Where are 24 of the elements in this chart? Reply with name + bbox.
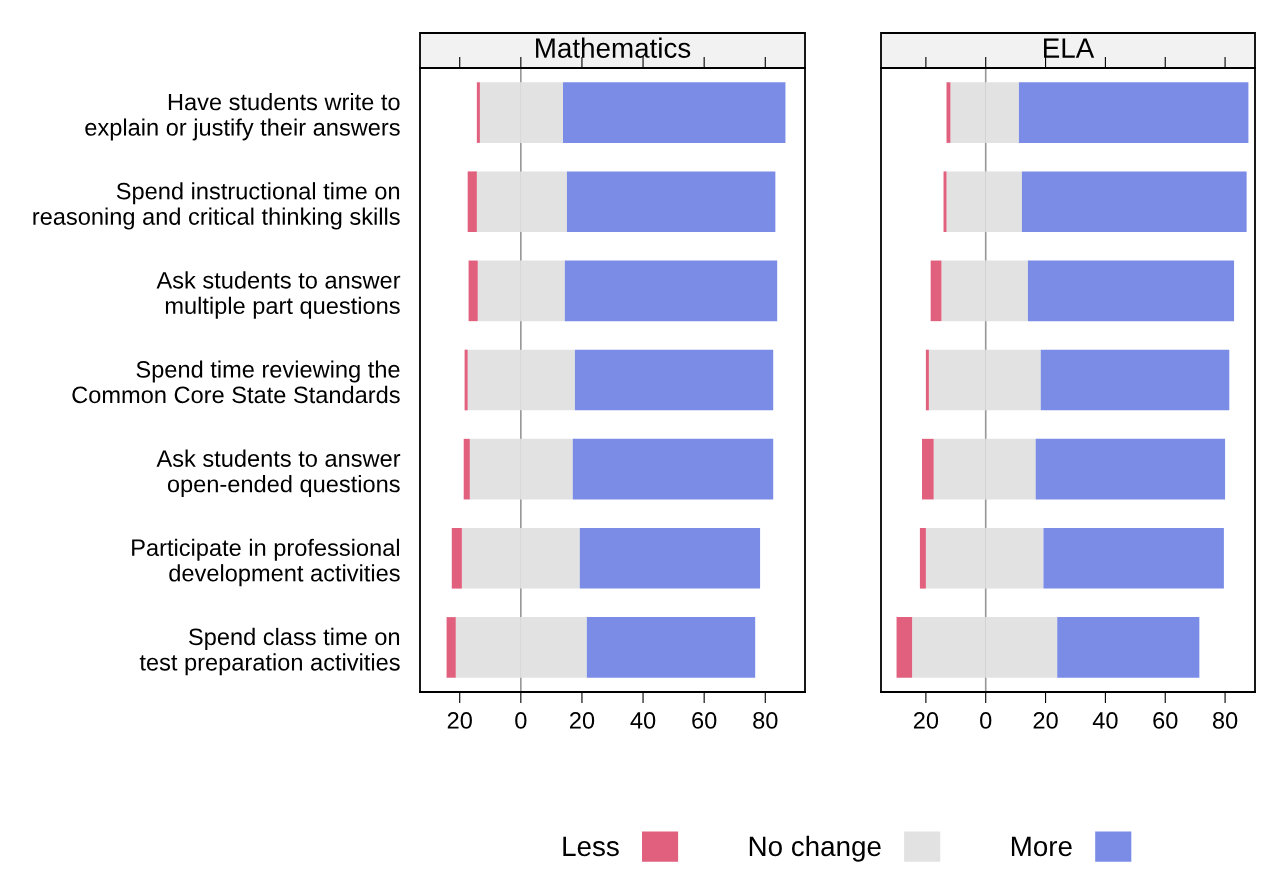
y-tick-label: Ask students to answer open-ended questions — [156, 449, 401, 498]
x-tick-label: 80 — [1212, 712, 1238, 729]
y-tick-label: Ask students to answer multiple part questions — [156, 271, 401, 319]
y-tick-label: Spend time reviewing the Common Core State Standards — [72, 360, 400, 404]
x-tick-label: 20 — [570, 712, 595, 729]
legend-label: Less — [563, 836, 619, 857]
x-tick-label: 40 — [630, 712, 656, 729]
x-tick-label: 0 — [515, 712, 527, 729]
chart-title: Mathematics — [536, 37, 691, 58]
x-tick-label: 20 — [1033, 712, 1058, 729]
y-tick-label: Spend instructional time on reasoning and critical thinking skills — [33, 182, 400, 230]
y-tick-label: Have students write to explain or justify their answers — [85, 93, 400, 141]
x-tick-label: 80 — [753, 712, 778, 729]
legend-label: More — [1011, 836, 1072, 857]
x-tick-label: 0 — [980, 712, 992, 729]
x-tick-label: 20 — [913, 712, 939, 729]
x-tick-label: 20 — [447, 712, 472, 729]
y-tick-label: Spend class time on test preparation activities — [139, 627, 400, 676]
x-tick-label: 60 — [1153, 712, 1178, 729]
legend-label: No change — [749, 835, 881, 862]
x-tick-label: 40 — [1092, 712, 1118, 729]
x-tick-label: 60 — [692, 712, 717, 729]
chart-title: ELA — [1044, 38, 1095, 58]
y-tick-label: Participate in professional development activities — [132, 538, 400, 587]
